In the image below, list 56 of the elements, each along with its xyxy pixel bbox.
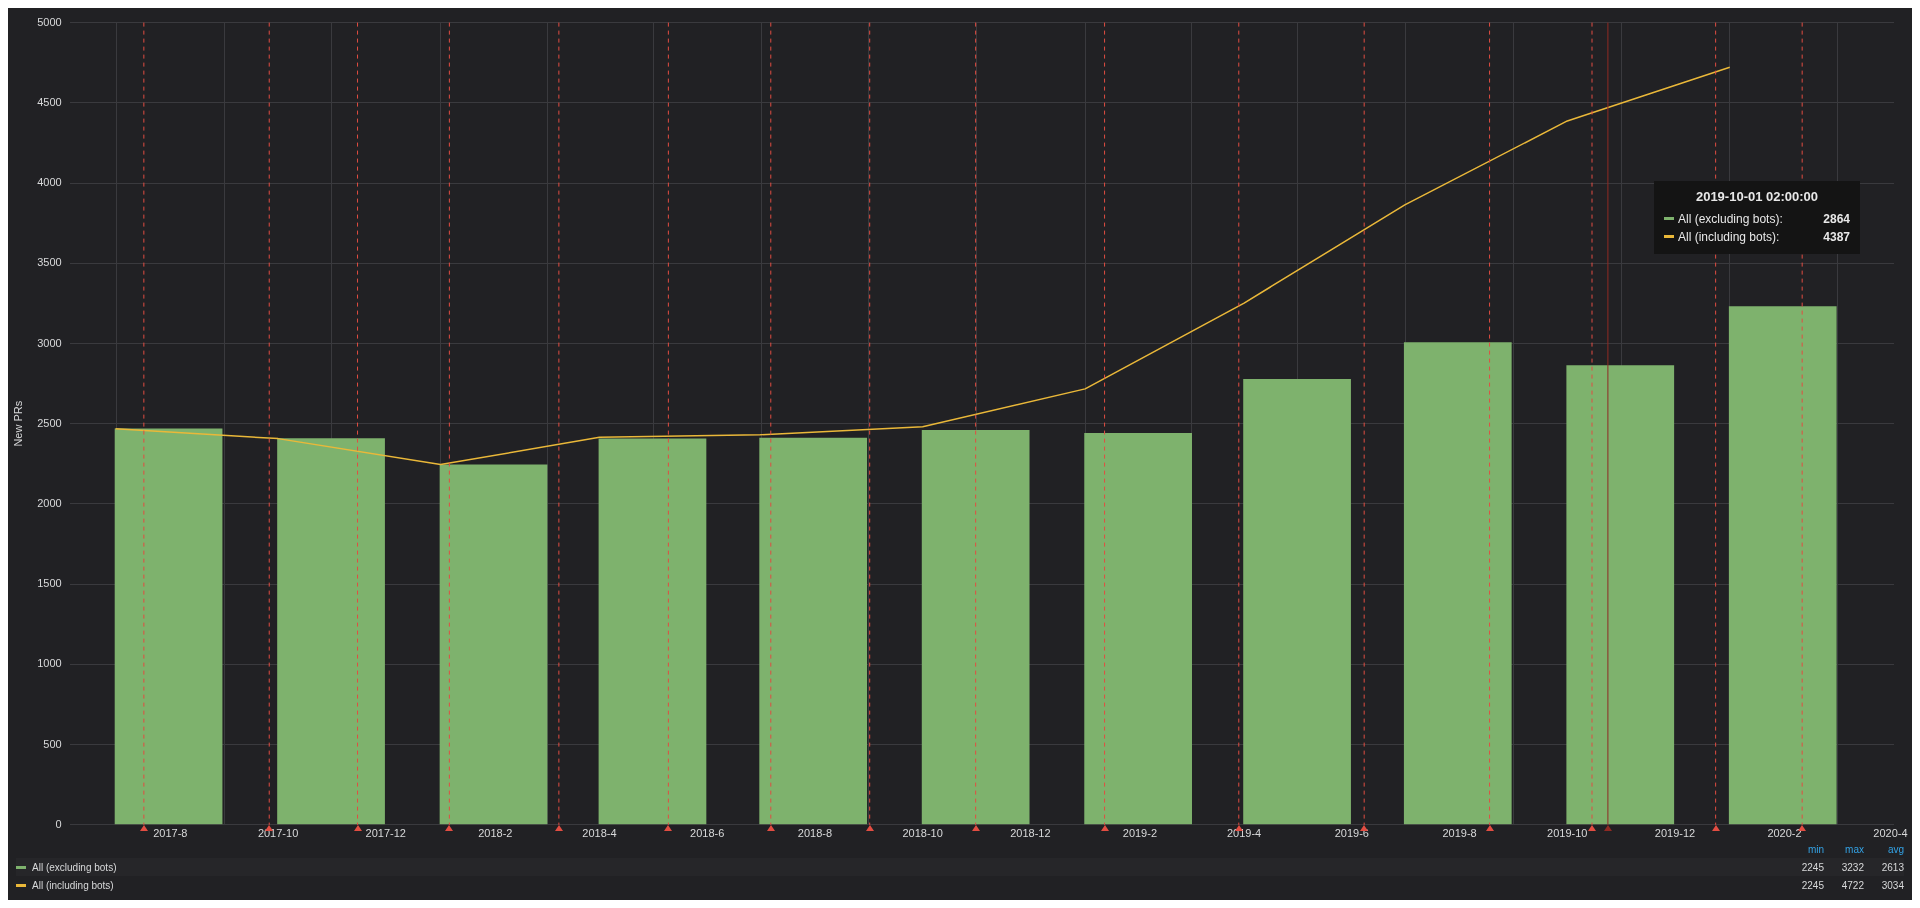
bar xyxy=(1728,306,1837,825)
x-tick-label: 2019-10 xyxy=(1547,827,1588,840)
x-tick-label: 2020-2 xyxy=(1767,827,1802,840)
x-tick-label: 2019-8 xyxy=(1442,827,1477,840)
bar xyxy=(1403,342,1512,825)
bar xyxy=(114,428,223,825)
text: 3034 xyxy=(1880,879,1904,891)
y-tick-label: 1500 xyxy=(37,577,62,590)
bar xyxy=(598,438,707,825)
x-tick-label: 2018-12 xyxy=(1010,827,1051,840)
bar xyxy=(1243,378,1351,825)
x-tick-label: 2019-2 xyxy=(1122,827,1158,840)
y-tick-label: 2500 xyxy=(37,416,62,429)
bar xyxy=(759,437,868,825)
x-tick-label: 2018-6 xyxy=(690,827,725,840)
bar xyxy=(277,438,385,825)
y-tick-label: 4500 xyxy=(37,95,62,108)
x-tick-label: 2017-8 xyxy=(153,827,188,840)
annotation: 2019-10-01 02:00:00 xyxy=(1694,188,1820,204)
y-tick-label: 3500 xyxy=(37,256,62,269)
bar xyxy=(439,464,548,825)
annotation: All (including bots): xyxy=(1678,229,1781,244)
x-tick-label: 2019-4 xyxy=(1226,827,1262,840)
y-tick-label: 500 xyxy=(43,737,62,750)
legend-label: All (including bots) xyxy=(32,879,115,891)
annotation: 2864 xyxy=(1823,211,1850,226)
x-tick-label: 2018-2 xyxy=(478,827,513,840)
y-tick-label: 3000 xyxy=(37,336,62,349)
text: min xyxy=(1806,844,1824,857)
annotation: All (excluding bots): xyxy=(1678,211,1784,226)
text: 3232 xyxy=(1840,861,1864,873)
text: 2245 xyxy=(1800,861,1824,873)
y-tick-label: 4000 xyxy=(37,176,62,189)
x-tick-label: 2017-10 xyxy=(257,827,299,840)
x-tick-label: 2017-12 xyxy=(365,827,406,840)
text: 2245 xyxy=(1800,879,1824,891)
y-tick-label: 1000 xyxy=(37,657,62,670)
x-tick-label: 2018-10 xyxy=(902,827,943,840)
y-tick-label: 2000 xyxy=(37,496,62,509)
bar xyxy=(1566,365,1675,825)
text: max xyxy=(1844,844,1864,857)
y-axis-title: New PRs xyxy=(11,400,24,447)
y-tick-label: 0 xyxy=(55,817,62,830)
x-tick-label: 2018-8 xyxy=(797,827,833,840)
text: avg xyxy=(1886,844,1904,857)
x-tick-label: 2018-4 xyxy=(582,827,617,840)
legend-label: All (excluding bots) xyxy=(32,861,118,873)
text: 4722 xyxy=(1840,879,1864,891)
annotation: 4387 xyxy=(1823,229,1850,244)
bar xyxy=(1084,433,1192,825)
x-tick-label: 2019-12 xyxy=(1654,827,1696,840)
bar xyxy=(921,429,1030,825)
x-tick-label: 2020-4 xyxy=(1873,827,1908,840)
text: 2613 xyxy=(1880,861,1904,873)
y-tick-label: 5000 xyxy=(37,15,62,28)
x-tick-label: 2019-6 xyxy=(1334,827,1369,840)
